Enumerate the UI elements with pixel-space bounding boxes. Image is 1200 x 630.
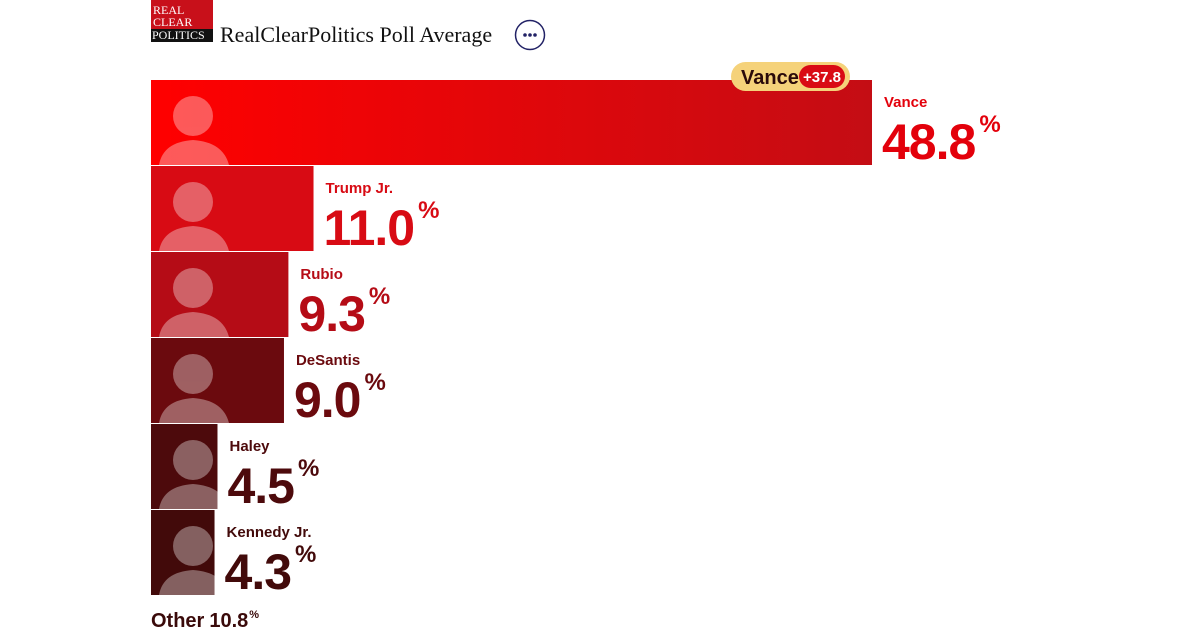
portrait-body (159, 570, 229, 595)
unit-label: % (369, 283, 390, 310)
menu-dot (523, 33, 527, 37)
candidate-name: Kennedy Jr. (227, 524, 312, 541)
bar (151, 510, 215, 595)
unit-label: % (295, 541, 316, 568)
logo-box (151, 29, 213, 42)
candidate-name: Rubio (300, 266, 343, 283)
badge-margin-pill (799, 65, 845, 88)
bar (151, 80, 872, 165)
portrait-head (173, 182, 213, 222)
portrait (159, 526, 229, 595)
other-unit: % (249, 609, 259, 621)
menu-dot (528, 33, 532, 37)
portrait (159, 440, 229, 509)
value-label: 9.3 (298, 286, 365, 342)
portrait-body (159, 140, 229, 165)
badge-margin: +37.8 (803, 69, 841, 86)
badge-name: Vance (741, 67, 799, 89)
portrait (159, 354, 229, 423)
unit-label: % (418, 197, 439, 224)
bar (151, 338, 284, 423)
value-label: 11.0 (324, 200, 415, 256)
unit-label: % (364, 369, 385, 396)
logo-text: REAL (153, 3, 184, 17)
value-label: 4.3 (225, 544, 292, 600)
other-value: 10.8 (209, 610, 248, 630)
bar (151, 166, 314, 251)
portrait (159, 96, 229, 165)
chart-title: RealClearPolitics Poll Average (220, 22, 492, 47)
portrait (159, 268, 229, 337)
portrait-body (159, 484, 229, 509)
menu-dot (533, 33, 537, 37)
menu-button[interactable] (514, 19, 546, 51)
candidate-name: DeSantis (296, 352, 360, 369)
logo-text: CLEAR (153, 15, 192, 29)
bar (151, 252, 289, 337)
candidate-name: Vance (884, 94, 927, 111)
other-label: Other (151, 610, 205, 630)
bar (151, 424, 218, 509)
value-label: 48.8 (882, 114, 976, 170)
portrait (159, 182, 229, 251)
value-label: 4.5 (227, 458, 294, 514)
portrait-head (173, 440, 213, 480)
portrait-body (159, 226, 229, 251)
portrait-head (173, 354, 213, 394)
portrait-head (173, 96, 213, 136)
logo-text: POLITICS (152, 28, 205, 42)
portrait-body (159, 312, 229, 337)
logo-box (151, 0, 213, 30)
logo[interactable]: REAL CLEAR POLITICS (151, 0, 213, 42)
portrait-head (173, 268, 213, 308)
candidate-name: Trump Jr. (326, 180, 394, 197)
candidate-name: Haley (229, 438, 270, 455)
portrait-body (159, 398, 229, 423)
portrait-head (173, 526, 213, 566)
unit-label: % (298, 455, 319, 482)
lead-badge: Vance +37.8 (731, 62, 850, 91)
unit-label: % (979, 111, 1000, 138)
value-label: 9.0 (294, 372, 361, 428)
